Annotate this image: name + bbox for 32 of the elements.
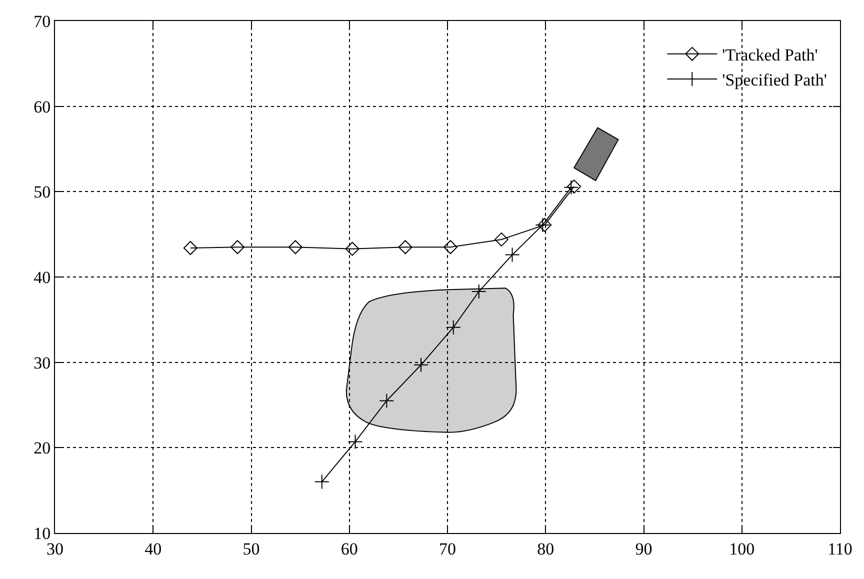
point <box>379 393 394 408</box>
point <box>446 320 461 335</box>
y-tick-label: 50 <box>34 182 51 202</box>
point <box>345 242 360 256</box>
point <box>348 434 363 450</box>
y-tick-label: 70 <box>34 12 51 31</box>
legend-label: 'Specified Path' <box>722 70 827 90</box>
point <box>471 284 486 300</box>
y-tick-label: 40 <box>34 268 51 287</box>
y-tick-label: 60 <box>34 97 51 116</box>
x-tick-label: 60 <box>340 539 358 558</box>
x-tick-label: 110 <box>828 539 852 558</box>
x-tick-label: 40 <box>144 539 162 558</box>
point <box>564 180 579 195</box>
y-tick-label: 20 <box>34 438 51 458</box>
point <box>288 240 302 254</box>
point <box>314 474 330 490</box>
legend-label: 'Tracked Path' <box>722 46 818 65</box>
point <box>398 240 412 254</box>
point <box>414 357 429 372</box>
point <box>230 240 245 254</box>
point <box>183 240 198 255</box>
x-tick-label: 50 <box>242 539 260 558</box>
point <box>504 247 520 262</box>
y-tick-label: 30 <box>34 353 51 372</box>
point <box>494 232 508 246</box>
point <box>443 240 458 254</box>
x-tick-label: 80 <box>537 539 554 558</box>
x-tick-label: 70 <box>439 539 456 558</box>
x-tick-label: 90 <box>635 539 652 558</box>
x-tick-label: 100 <box>729 539 755 558</box>
point <box>567 180 582 194</box>
